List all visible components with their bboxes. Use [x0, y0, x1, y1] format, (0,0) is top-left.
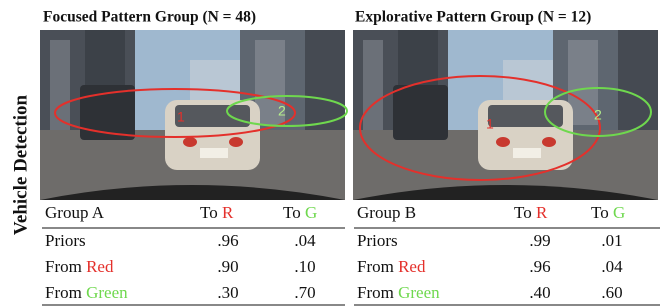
- region-label: 1: [177, 109, 185, 125]
- row-label: From Red: [357, 257, 426, 276]
- text-part: To: [514, 203, 532, 222]
- region-label: 2: [594, 107, 602, 123]
- row-label: Priors: [357, 231, 398, 250]
- side-label: Vehicle Detection: [10, 94, 31, 235]
- text-part: To: [200, 203, 218, 222]
- cell: .70: [294, 283, 315, 302]
- text-part: From: [45, 257, 82, 276]
- text-part: R: [222, 203, 234, 222]
- text-part: Red: [398, 257, 426, 276]
- region-label: 2: [278, 103, 286, 119]
- text-part: From: [357, 283, 394, 302]
- cell: .40: [529, 283, 550, 302]
- cell: .10: [294, 257, 315, 276]
- row-label: From Green: [45, 283, 128, 302]
- row-label: From Green: [357, 283, 440, 302]
- text-part: R: [536, 203, 548, 222]
- cell: .01: [601, 231, 622, 250]
- cell: .30: [217, 283, 238, 302]
- text-part: To: [591, 203, 609, 222]
- table-header: To R: [200, 203, 234, 222]
- text-part: From: [45, 283, 82, 302]
- table-header: Group B: [357, 203, 416, 222]
- text-part: G: [613, 203, 625, 222]
- panel-title: Explorative Pattern Group (N = 12): [355, 9, 591, 26]
- text-part: From: [357, 257, 394, 276]
- table-header: To R: [514, 203, 548, 222]
- panel-title: Focused Pattern Group (N = 48): [43, 9, 256, 26]
- row-label: From Red: [45, 257, 114, 276]
- text-part: To: [283, 203, 301, 222]
- table-header: To G: [591, 203, 625, 222]
- text-part: Green: [86, 283, 128, 302]
- cell: .04: [294, 231, 316, 250]
- cell: .60: [601, 283, 622, 302]
- table-header: To G: [283, 203, 317, 222]
- text-part: G: [305, 203, 317, 222]
- text-part: Red: [86, 257, 114, 276]
- cell: .96: [529, 257, 550, 276]
- cell: .04: [601, 257, 623, 276]
- scene-image: 1 2: [353, 30, 658, 200]
- scene-image: 1 2: [40, 30, 347, 200]
- region-label: 1: [486, 116, 494, 132]
- figure: Vehicle Detection Focused Pattern Group …: [0, 0, 663, 308]
- cell: .99: [529, 231, 550, 250]
- text-part: Green: [398, 283, 440, 302]
- cell: .96: [217, 231, 238, 250]
- cell: .90: [217, 257, 238, 276]
- row-label: Priors: [45, 231, 86, 250]
- table-header: Group A: [45, 203, 105, 222]
